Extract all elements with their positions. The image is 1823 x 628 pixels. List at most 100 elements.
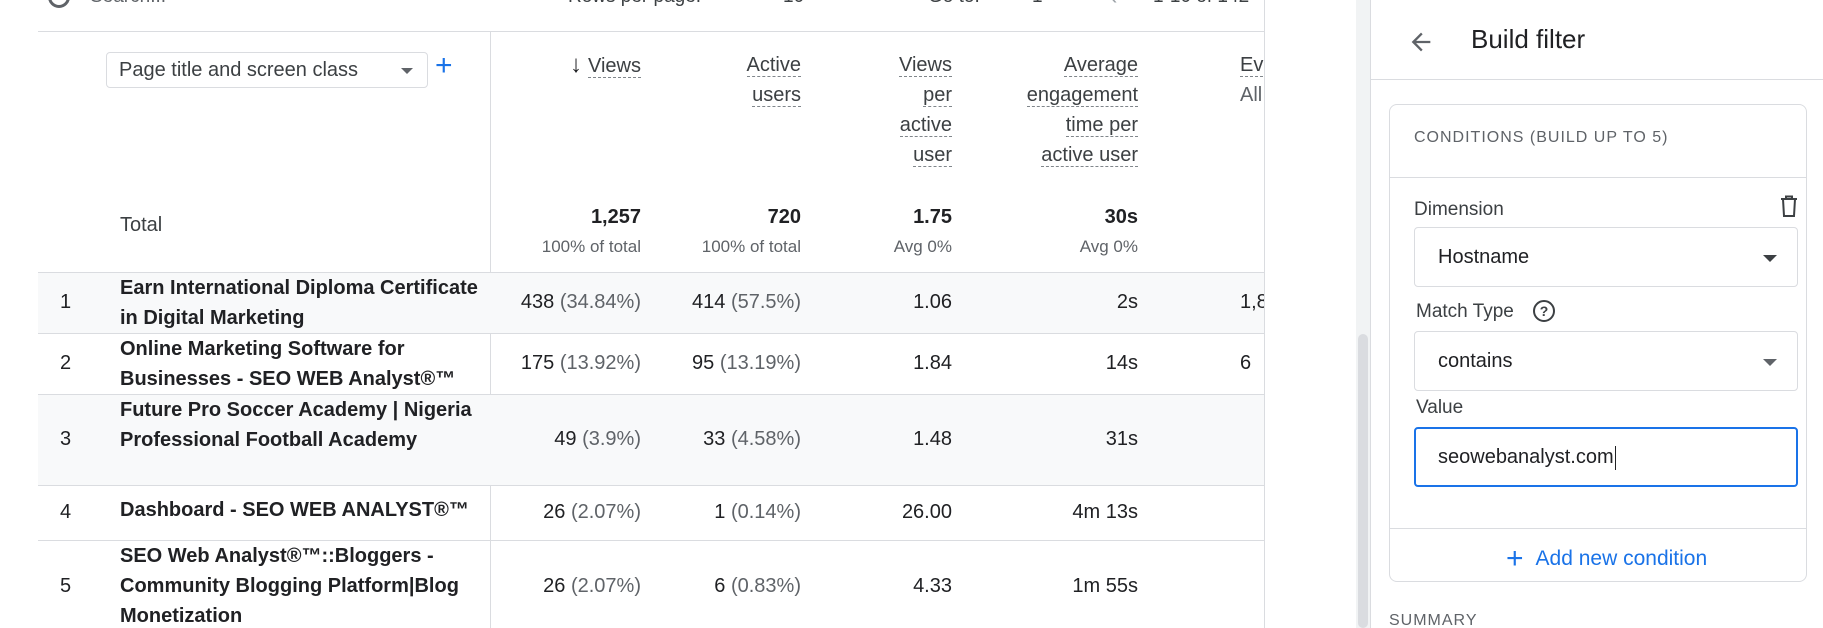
column-header-label: engagement <box>1026 84 1138 107</box>
cell-value: 6 <box>714 575 726 597</box>
column-header-label: Average <box>1063 54 1138 77</box>
divider <box>1390 177 1806 178</box>
add-new-condition-button[interactable]: + Add new condition <box>1506 539 1707 579</box>
row-title[interactable]: Dashboard - SEO WEB ANALYST®™ <box>120 499 469 521</box>
total-value: 1.75 <box>913 206 952 228</box>
row-users: 1 (0.14%) <box>714 501 801 524</box>
help-icon[interactable]: ? <box>1533 300 1555 322</box>
column-header-label: time per <box>1065 114 1138 137</box>
table-row[interactable]: 5 SEO Web Analyst®™::Bloggers - Communit… <box>38 540 1264 628</box>
row-title[interactable]: SEO Web Analyst®™::Bloggers - Community … <box>120 545 459 627</box>
cell-pct: (0.83%) <box>730 575 801 597</box>
cell-pct: (0.14%) <box>730 501 801 523</box>
row-views-per-user: 1.84 <box>913 352 952 374</box>
add-new-condition-label: Add new condition <box>1535 547 1708 570</box>
caret-down-icon <box>1763 359 1777 366</box>
go-to-input[interactable]: 1 <box>1032 0 1043 8</box>
column-header-sub: All <box>1240 84 1263 106</box>
value-input[interactable]: seowebanalyst.com <box>1414 427 1798 487</box>
panel-header: Build filter <box>1371 0 1823 80</box>
value-text: seowebanalyst.com <box>1438 446 1614 468</box>
row-users: 6 (0.83%) <box>714 575 801 598</box>
total-views: 1,257 100% of total <box>542 204 641 264</box>
column-header-engagement[interactable]: Average engagement time per active user <box>978 50 1138 170</box>
row-index: 5 <box>60 575 72 597</box>
total-value: 1,257 <box>590 206 641 228</box>
column-header-label: users <box>752 84 801 107</box>
caret-down-icon <box>401 68 413 74</box>
cell-value: 414 <box>692 291 726 313</box>
column-header-events[interactable]: Ev All <box>1240 50 1264 110</box>
build-filter-panel: Build filter CONDITIONS (BUILD UP TO 5) … <box>1370 0 1823 628</box>
table-row[interactable]: 3 Future Pro Soccer Academy | Nigeria Pr… <box>38 394 1264 485</box>
total-engagement: 30s Avg 0% <box>1080 204 1138 264</box>
column-header-label: per <box>923 84 952 107</box>
cell-pct: (2.07%) <box>570 575 641 597</box>
row-views: 438 (34.84%) <box>521 291 641 314</box>
row-title[interactable]: Online Marketing Software for Businesses… <box>120 338 456 390</box>
column-header-views[interactable]: ↓ Views <box>501 50 641 81</box>
column-header-views-per-user[interactable]: Views per active user <box>862 50 952 170</box>
conditions-card: CONDITIONS (BUILD UP TO 5) Dimension Hos… <box>1389 104 1807 582</box>
total-label: Total <box>120 214 163 236</box>
row-views: 49 (3.9%) <box>554 428 641 451</box>
cell-pct: (34.84%) <box>559 291 641 313</box>
row-engagement: 14s <box>1105 352 1138 374</box>
add-dimension-icon[interactable]: + <box>435 49 453 82</box>
scrollbar-thumb[interactable] <box>1358 334 1368 628</box>
caret-down-icon <box>1763 255 1777 262</box>
column-header-label: active user <box>1041 144 1138 167</box>
table-row[interactable]: 2 Online Marketing Software for Business… <box>38 333 1264 394</box>
report-table: Page title and screen class + ↓ Views Act… <box>38 32 1264 628</box>
row-index: 1 <box>60 291 72 313</box>
cell-value: 1 <box>714 501 726 523</box>
total-sub: 100% of total <box>701 237 801 256</box>
column-header-label: Views <box>588 55 641 78</box>
row-index: 2 <box>60 352 72 374</box>
table-toolbar: Search... Rows per page: 10 Go to: 1 ‹ 1… <box>38 0 1281 32</box>
rows-per-page-select[interactable]: 10 <box>783 0 804 8</box>
trash-icon[interactable] <box>1780 195 1798 217</box>
cell-pct: (13.19%) <box>719 352 801 374</box>
total-value: 30s <box>1104 206 1138 228</box>
row-title[interactable]: Earn International Diploma Certificate i… <box>120 277 478 329</box>
row-views-per-user: 1.48 <box>913 428 952 450</box>
total-users: 720 100% of total <box>702 204 801 264</box>
column-header-label: Active <box>746 54 801 77</box>
table-row[interactable]: 1 Earn International Diploma Certificate… <box>38 272 1264 333</box>
total-sub: 100% of total <box>541 237 641 256</box>
match-type-select[interactable]: contains <box>1414 331 1798 391</box>
dimension-label: Dimension <box>1414 199 1504 220</box>
column-header-label: Views <box>899 54 952 77</box>
divider <box>1390 528 1806 529</box>
row-views: 175 (13.92%) <box>521 352 641 375</box>
column-header-active-users[interactable]: Active users <box>701 50 801 110</box>
dimension-value: Hostname <box>1438 246 1530 268</box>
scrollbar[interactable] <box>1356 0 1370 628</box>
row-users: 414 (57.5%) <box>692 291 801 314</box>
row-users: 33 (4.58%) <box>703 428 801 451</box>
arrow-back-icon[interactable] <box>1407 28 1435 56</box>
panel-gutter <box>1264 0 1309 628</box>
row-title[interactable]: Future Pro Soccer Academy | Nigeria Prof… <box>120 399 472 451</box>
dimension-select[interactable]: Page title and screen class <box>106 52 428 88</box>
match-type-label: Match Type <box>1416 301 1514 322</box>
total-views-per-user: 1.75 Avg 0% <box>894 204 952 264</box>
cell-value: 175 <box>520 352 555 374</box>
cell-pct: (4.58%) <box>730 428 801 450</box>
go-to-label: Go to: <box>928 0 980 8</box>
cell-pct: (13.92%) <box>559 352 641 374</box>
table-row[interactable]: 4 Dashboard - SEO WEB ANALYST®™ 26 (2.07… <box>38 485 1264 540</box>
cell-pct: (2.07%) <box>570 501 641 523</box>
total-sub: Avg 0% <box>893 237 952 256</box>
dimension-select[interactable]: Hostname <box>1414 227 1798 287</box>
page-range: 1-10 of 142 <box>1153 0 1249 8</box>
search-input[interactable]: Search... <box>90 0 166 8</box>
row-engagement: 1m 55s <box>1072 575 1138 597</box>
chevron-left-icon[interactable]: ‹ <box>1110 0 1117 10</box>
panel-title: Build filter <box>1471 24 1586 54</box>
search-icon[interactable] <box>48 0 70 8</box>
row-views-per-user: 26.00 <box>901 501 952 523</box>
row-views: 26 (2.07%) <box>543 575 641 598</box>
row-events: 6 <box>1240 352 1252 374</box>
